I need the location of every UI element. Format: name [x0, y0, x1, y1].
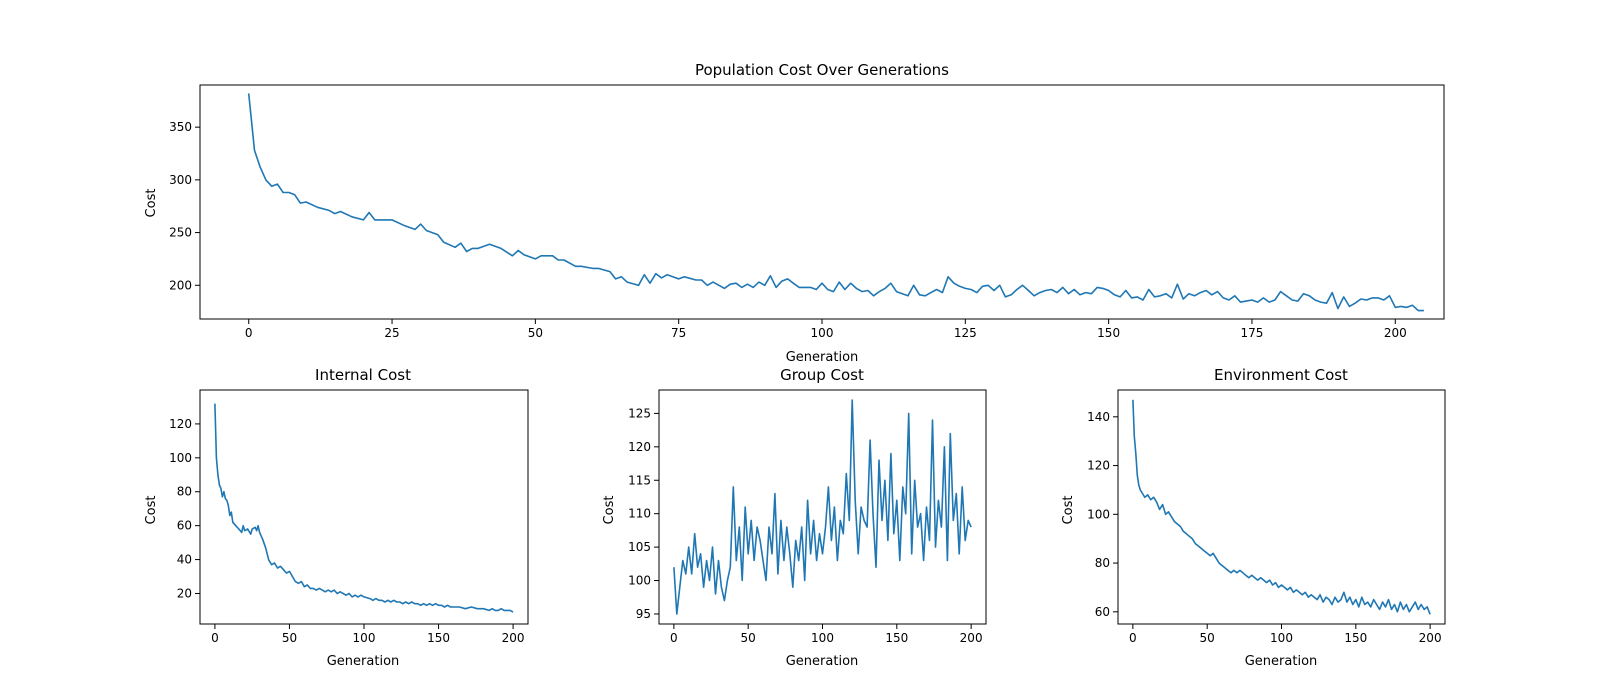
y-tick-label: 80 — [177, 485, 192, 499]
chart-title: Internal Cost — [315, 366, 411, 384]
series-line — [214, 403, 514, 613]
chart-population: Population Cost Over Generations 0 25 50 75… — [144, 61, 1445, 365]
y-axis-label: Cost — [144, 496, 159, 525]
plot-area: 0 50 100 150 200 60 80 100 120 140 — [1087, 389, 1446, 645]
x-tick-label: 150 — [885, 631, 908, 645]
x-tick-label: 150 — [1097, 326, 1120, 340]
y-tick-label: 20 — [177, 586, 192, 600]
y-tick-label: 115 — [628, 473, 651, 487]
series-line — [1132, 399, 1431, 615]
y-tick-label: 120 — [628, 440, 651, 454]
x-tick-label: 50 — [282, 631, 297, 645]
y-tick-label: 120 — [169, 417, 192, 431]
x-tick-label: 50 — [741, 631, 756, 645]
x-tick-label: 100 — [811, 326, 834, 340]
x-tick-label: 175 — [1241, 326, 1264, 340]
y-tick-label: 95 — [636, 607, 651, 621]
chart-title: Environment Cost — [1214, 366, 1348, 384]
y-axis-label: Cost — [1061, 496, 1076, 525]
x-axis-label: Generation — [1245, 654, 1318, 669]
x-tick-label: 200 — [960, 631, 983, 645]
x-tick-label: 100 — [811, 631, 834, 645]
y-tick-label: 140 — [1087, 410, 1110, 424]
y-tick-label: 105 — [628, 540, 651, 554]
x-tick-label: 100 — [1270, 631, 1293, 645]
x-tick-label: 150 — [1344, 631, 1367, 645]
y-tick-label: 350 — [169, 120, 192, 134]
y-tick-label: 80 — [1095, 556, 1110, 570]
plot-frame — [658, 389, 987, 625]
y-tick-label: 100 — [169, 451, 192, 465]
plot-area: 0 50 100 150 200 95 100 105 110 115 120 125 — [628, 389, 987, 645]
plot-frame — [199, 389, 529, 625]
y-tick-label: 125 — [628, 406, 651, 420]
x-tick-label: 75 — [671, 326, 686, 340]
y-tick-label: 110 — [628, 507, 651, 521]
y-tick-label: 60 — [177, 519, 192, 533]
x-tick-label: 125 — [954, 326, 977, 340]
chart-title: Group Cost — [780, 366, 864, 384]
x-tick-label: 200 — [1419, 631, 1442, 645]
y-tick-label: 200 — [169, 278, 192, 292]
x-tick-label: 0 — [1129, 631, 1137, 645]
x-tick-label: 0 — [211, 631, 219, 645]
y-tick-label: 100 — [628, 574, 651, 588]
x-tick-label: 100 — [353, 631, 376, 645]
plot-frame — [1117, 389, 1446, 625]
y-tick-label: 60 — [1095, 605, 1110, 619]
chart-group: Group Cost 0 50 100 150 200 95 100 105 110 115 120… — [602, 366, 987, 669]
chart-environment: Environment Cost 0 50 100 150 200 60 80 100 120 1… — [1061, 366, 1446, 669]
x-tick-label: 50 — [1200, 631, 1215, 645]
plot-area: 0 50 100 150 200 20 40 60 80 100 120 — [169, 389, 529, 645]
series-line — [673, 399, 972, 615]
y-axis-label: Cost — [144, 189, 159, 218]
x-tick-label: 0 — [670, 631, 678, 645]
chart-title: Population Cost Over Generations — [695, 61, 949, 79]
y-tick-label: 300 — [169, 173, 192, 187]
chart-internal: Internal Cost 0 50 100 150 200 20 40 60 80 100 120… — [144, 366, 529, 669]
x-tick-label: 0 — [245, 326, 253, 340]
y-tick-label: 120 — [1087, 459, 1110, 473]
series-line — [247, 93, 1424, 312]
x-tick-label: 25 — [384, 326, 399, 340]
x-tick-label: 200 — [1384, 326, 1407, 340]
x-axis-label: Generation — [786, 654, 859, 669]
y-tick-label: 100 — [1087, 507, 1110, 521]
x-axis-label: Generation — [327, 654, 400, 669]
plot-area: 0 25 50 75 100 125 150 175 200 200 250 300 350 — [169, 84, 1445, 340]
x-tick-label: 50 — [528, 326, 543, 340]
y-tick-label: 40 — [177, 553, 192, 567]
x-axis-label: Generation — [786, 350, 859, 365]
y-axis-label: Cost — [602, 496, 617, 525]
x-tick-label: 150 — [427, 631, 450, 645]
y-tick-label: 250 — [169, 226, 192, 240]
x-tick-label: 200 — [502, 631, 525, 645]
